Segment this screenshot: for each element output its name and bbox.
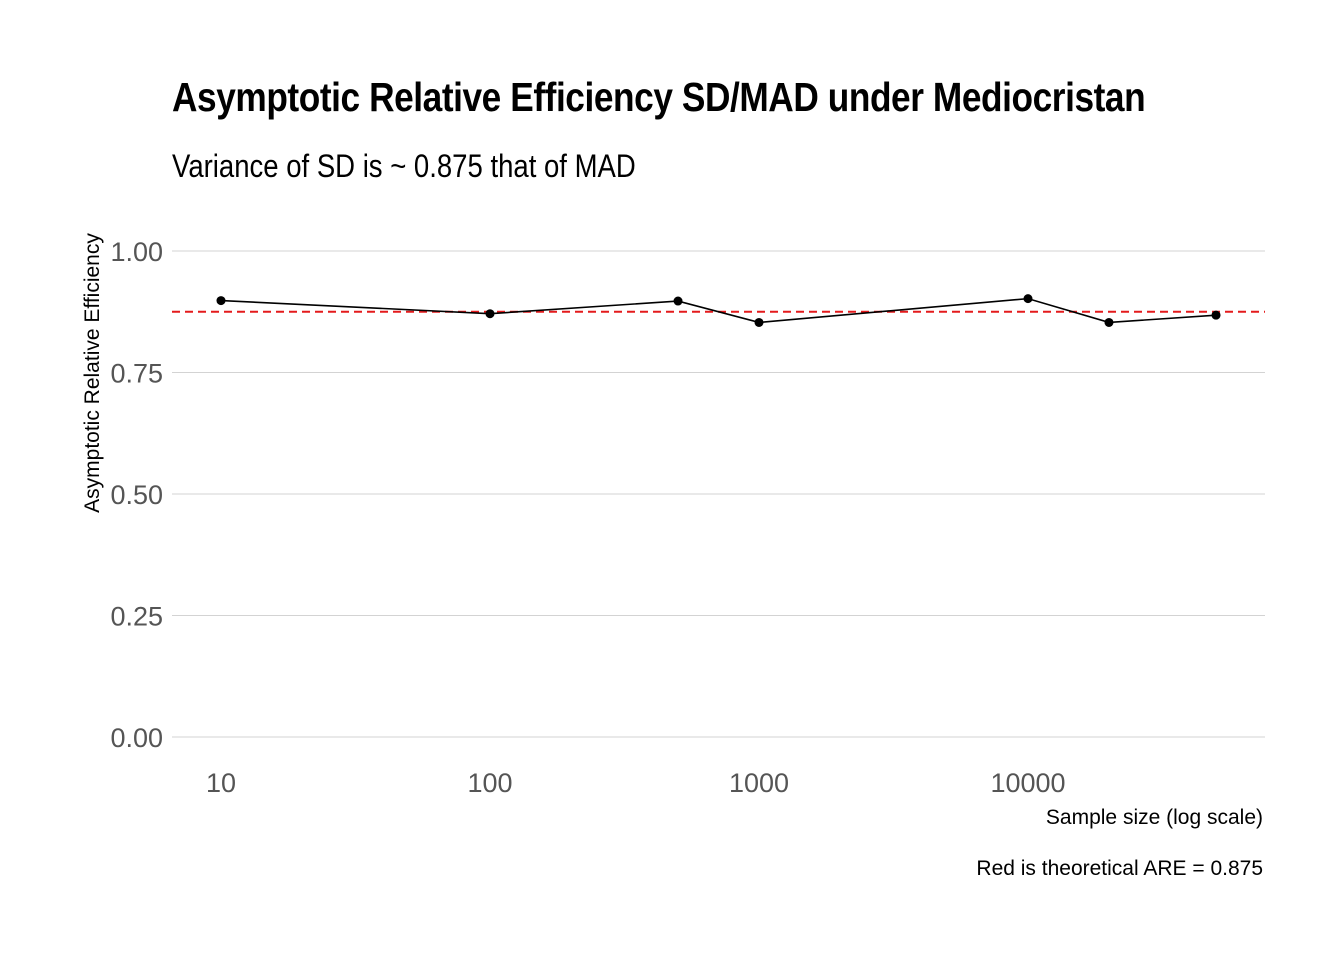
y-tick-label: 0.00 [110, 723, 163, 753]
x-tick-label: 100 [467, 768, 512, 798]
y-tick-labels: 0.00 0.25 0.50 0.75 1.00 [110, 237, 163, 753]
chart-subtitle: Variance of SD is ~ 0.875 that of MAD [172, 148, 636, 184]
data-point [754, 317, 764, 327]
x-tick-label: 1000 [729, 768, 789, 798]
grid-lines [172, 250, 1265, 738]
data-point [1023, 294, 1033, 304]
x-axis-title: Sample size (log scale) [1046, 806, 1263, 829]
chart-caption: Red is theoretical ARE = 0.875 [976, 857, 1263, 880]
series-line [220, 297, 1217, 324]
x-tick-labels: 10 100 1000 10000 [206, 768, 1066, 798]
data-point [485, 309, 495, 319]
data-point [216, 296, 226, 306]
data-point [1211, 310, 1221, 320]
y-tick-label: 0.50 [110, 480, 163, 510]
y-tick-label: 0.75 [110, 359, 163, 389]
data-point [673, 296, 683, 306]
data-point [1104, 317, 1114, 327]
y-tick-label: 0.25 [110, 602, 163, 632]
y-axis-title: Asymptotic Relative Efficiency [81, 233, 104, 513]
series-group [216, 294, 1221, 327]
chart-title: Asymptotic Relative Efficiency SD/MAD un… [172, 74, 1146, 120]
x-tick-label: 10 [206, 768, 236, 798]
x-tick-label: 10000 [990, 768, 1065, 798]
y-tick-label: 1.00 [110, 237, 163, 267]
